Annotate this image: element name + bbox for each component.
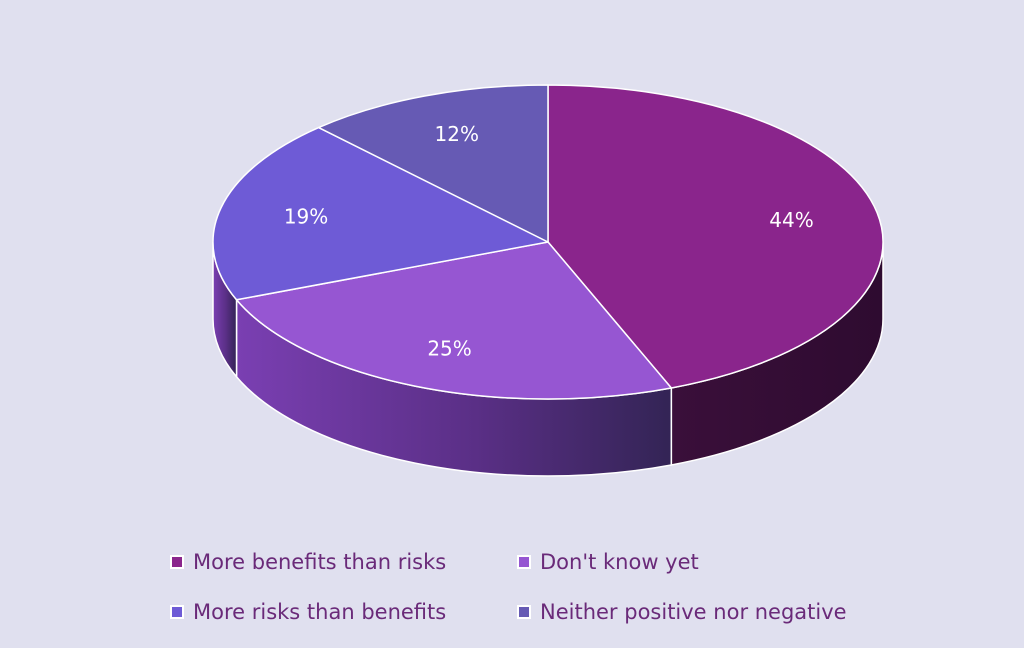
legend-swatch	[517, 555, 531, 569]
legend-swatch	[517, 605, 531, 619]
pie-label-layer: 44% 25% 19% 12%	[284, 122, 814, 361]
pie-slice-more-benefits-than-risks	[547, 84, 884, 389]
legend-item-dont-know: Don't know yet	[517, 543, 877, 581]
pie-slice-don-t-know-yet	[235, 241, 673, 400]
data-label-neither-positive-nor-negative: 12%	[435, 122, 479, 146]
legend-swatch	[170, 555, 184, 569]
pie-top-layer	[212, 84, 884, 400]
data-label-don-t-know-yet: 25%	[427, 337, 471, 361]
legend-item-more-benefits: More benefits than risks	[170, 543, 517, 581]
legend-label: Don't know yet	[540, 550, 699, 574]
legend-label: More benefits than risks	[193, 550, 447, 574]
legend-item-more-risks: More risks than benefits	[170, 593, 517, 631]
legend-label: More risks than benefits	[193, 600, 447, 624]
legend-swatch	[170, 605, 184, 619]
pie-slice-more-risks-than-benefits	[212, 126, 549, 301]
data-label-more-benefits-than-risks: 44%	[769, 208, 813, 232]
legend-item-neither: Neither positive nor negative	[517, 593, 877, 631]
pie-slice-neither-positive-nor-negative	[317, 84, 549, 243]
legend-label: Neither positive nor negative	[540, 600, 847, 624]
chart-legend: More benefits than risks Don't know yet …	[170, 543, 890, 631]
data-label-more-risks-than-benefits: 19%	[284, 205, 328, 229]
